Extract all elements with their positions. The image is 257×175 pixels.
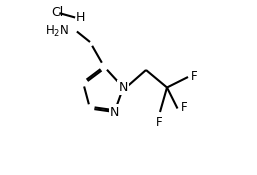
Text: F: F [191, 71, 198, 83]
Text: F: F [181, 101, 187, 114]
Text: F: F [156, 116, 162, 129]
Text: Cl: Cl [51, 6, 64, 19]
Text: H: H [76, 11, 85, 24]
Text: H$_2$N: H$_2$N [45, 24, 69, 39]
Text: N: N [110, 106, 119, 118]
Text: N: N [118, 81, 128, 94]
